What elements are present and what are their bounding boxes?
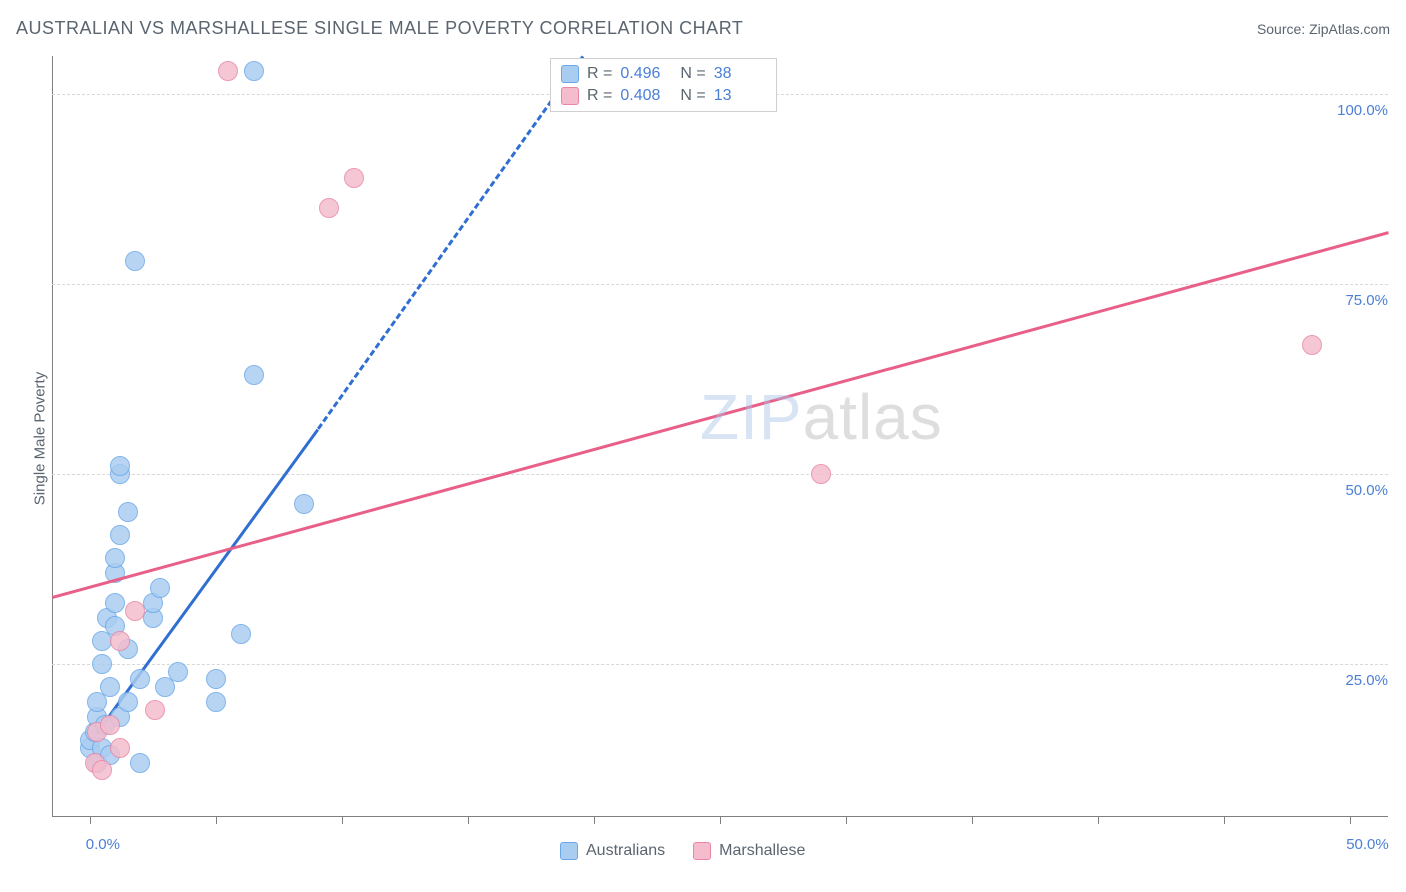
legend-n-value: 13: [714, 87, 766, 105]
legend-n-label: N =: [680, 65, 705, 83]
data-point: [92, 760, 112, 780]
legend-r-value: 0.408: [620, 87, 672, 105]
data-point: [244, 365, 264, 385]
data-point: [1302, 335, 1322, 355]
data-point: [125, 601, 145, 621]
data-point: [294, 494, 314, 514]
legend-n-label: N =: [680, 87, 705, 105]
data-point: [168, 662, 188, 682]
data-point: [811, 464, 831, 484]
legend-swatch: [560, 842, 578, 860]
data-point: [244, 61, 264, 81]
legend-r-label: R =: [587, 65, 612, 83]
x-tick: [342, 816, 343, 824]
x-tick: [1224, 816, 1225, 824]
data-point: [218, 61, 238, 81]
data-point: [110, 525, 130, 545]
source-label: Source: ZipAtlas.com: [1257, 21, 1390, 37]
x-tick: [468, 816, 469, 824]
data-point: [100, 715, 120, 735]
data-point: [92, 654, 112, 674]
data-point: [130, 753, 150, 773]
x-tick-label: 0.0%: [86, 836, 120, 853]
legend-item: Australians: [560, 842, 665, 860]
x-tick-label: 50.0%: [1346, 836, 1389, 853]
x-tick: [1098, 816, 1099, 824]
legend-swatch: [561, 65, 579, 83]
scatter-plot: 25.0%50.0%75.0%100.0%0.0%50.0%: [52, 56, 1388, 816]
legend-label: Australians: [586, 842, 665, 860]
data-point: [110, 631, 130, 651]
data-point: [145, 700, 165, 720]
data-point: [231, 624, 251, 644]
data-point: [130, 669, 150, 689]
y-tick-label: 25.0%: [1318, 672, 1388, 689]
x-tick: [1350, 816, 1351, 824]
data-point: [206, 669, 226, 689]
data-point: [344, 168, 364, 188]
data-point: [105, 548, 125, 568]
data-point: [206, 692, 226, 712]
data-point: [100, 677, 120, 697]
grid-line: [52, 664, 1388, 665]
data-point: [110, 456, 130, 476]
trend-line: [52, 231, 1389, 599]
trend-line: [317, 56, 584, 430]
legend-n-value: 38: [714, 65, 766, 83]
legend-correlation: R = 0.496 N = 38 R = 0.408 N = 13: [550, 58, 777, 112]
x-tick: [846, 816, 847, 824]
legend-r-label: R =: [587, 87, 612, 105]
y-axis-label: Single Male Poverty: [32, 369, 49, 509]
data-point: [105, 593, 125, 613]
legend-r-value: 0.496: [620, 65, 672, 83]
data-point: [110, 738, 130, 758]
chart-title: AUSTRALIAN VS MARSHALLESE SINGLE MALE PO…: [16, 18, 743, 39]
grid-line: [52, 474, 1388, 475]
x-tick: [972, 816, 973, 824]
x-tick: [594, 816, 595, 824]
data-point: [150, 578, 170, 598]
data-point: [125, 251, 145, 271]
title-bar: AUSTRALIAN VS MARSHALLESE SINGLE MALE PO…: [16, 18, 1390, 39]
data-point: [118, 692, 138, 712]
x-tick: [216, 816, 217, 824]
legend-swatch: [693, 842, 711, 860]
y-tick-label: 100.0%: [1318, 102, 1388, 119]
y-tick-label: 75.0%: [1318, 292, 1388, 309]
x-tick: [720, 816, 721, 824]
legend-label: Marshallese: [719, 842, 805, 860]
legend-row: R = 0.408 N = 13: [561, 85, 766, 107]
legend-series: Australians Marshallese: [560, 842, 805, 860]
x-tick: [90, 816, 91, 824]
legend-swatch: [561, 87, 579, 105]
data-point: [118, 502, 138, 522]
legend-row: R = 0.496 N = 38: [561, 63, 766, 85]
data-point: [319, 198, 339, 218]
legend-item: Marshallese: [693, 842, 805, 860]
y-tick-label: 50.0%: [1318, 482, 1388, 499]
